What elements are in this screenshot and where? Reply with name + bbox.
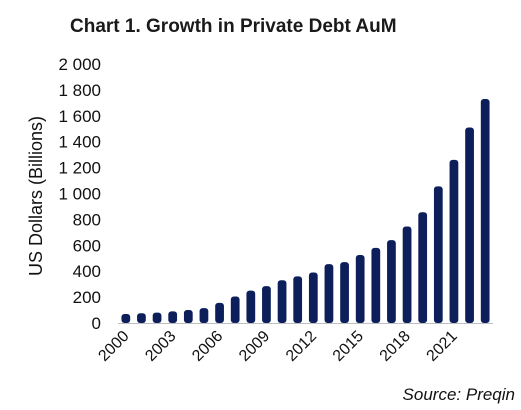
bar-2011: [293, 276, 303, 323]
y-tick-label: 2 000: [58, 55, 101, 74]
bar-2014: [340, 262, 349, 323]
bar-2022: [465, 127, 474, 324]
y-axis-label: US Dollars (Billions): [26, 116, 46, 276]
bar-2001: [137, 313, 146, 323]
x-axis-ticks: 2000 2003 2006 2009 2012 2015 2018 2021: [95, 328, 460, 365]
source-note: Source: Preqin: [403, 385, 515, 404]
bar-2007: [230, 296, 240, 323]
x-tick-label: 2000: [95, 328, 132, 365]
bar-2008: [246, 290, 256, 324]
y-axis-ticks: 0 200 400 600 800 1 000 1 200 1 400 1 600 1 800 2 …: [58, 55, 101, 333]
y-tick-label: 1 800: [58, 81, 101, 100]
bar-2017: [387, 240, 396, 323]
bar-2020: [433, 186, 443, 323]
y-tick-label: 200: [73, 288, 101, 307]
x-tick-label: 2015: [330, 328, 367, 365]
bar-2005: [199, 308, 209, 323]
y-tick-label: 1 000: [58, 185, 101, 204]
bar-2016: [371, 247, 381, 323]
bar-2021: [449, 159, 459, 323]
x-tick-label: 2021: [424, 328, 461, 365]
bar-2003: [168, 311, 178, 323]
bar-2004: [183, 310, 193, 323]
bar-2015: [355, 255, 365, 323]
bars: [121, 98, 490, 324]
y-tick-label: 800: [73, 210, 101, 229]
y-tick-label: 1 200: [58, 159, 101, 178]
chart-title: Chart 1. Growth in Private Debt AuM: [70, 16, 397, 37]
y-tick-label: 0: [92, 314, 101, 333]
bar-2012: [308, 272, 318, 323]
bar-2010: [277, 280, 287, 323]
y-tick-label: 1 400: [58, 133, 101, 152]
x-tick-label: 2009: [236, 328, 273, 365]
bar-2006: [215, 302, 224, 323]
x-tick-label: 2018: [377, 328, 414, 365]
bar-2023: [480, 98, 490, 323]
y-tick-label: 400: [73, 262, 101, 281]
bar-2000: [121, 313, 131, 323]
bar-2019: [418, 212, 428, 323]
x-tick-label: 2006: [189, 328, 226, 365]
bar-2013: [324, 264, 334, 323]
bar-2018: [402, 226, 412, 323]
bar-2009: [262, 286, 271, 323]
y-tick-label: 600: [73, 236, 101, 255]
bar-2002: [152, 312, 162, 323]
x-tick-label: 2003: [142, 328, 179, 365]
y-tick-label: 1 600: [58, 107, 101, 126]
x-tick-label: 2012: [283, 328, 320, 365]
